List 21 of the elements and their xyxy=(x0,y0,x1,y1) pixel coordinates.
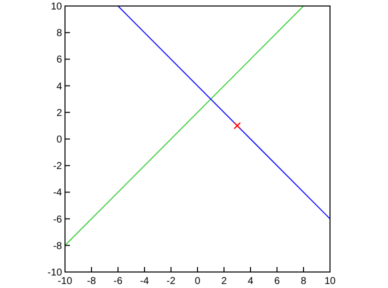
x-tick-label: -8 xyxy=(87,276,96,287)
y-tick-label: -8 xyxy=(53,240,62,252)
y-tick-label: -2 xyxy=(53,161,62,172)
y-tick-label: -4 xyxy=(53,188,62,199)
x-tick-label: 4 xyxy=(248,276,254,287)
y-tick-label: 6 xyxy=(56,54,62,66)
y-tick-label: 8 xyxy=(56,28,62,40)
y-tick-label: -6 xyxy=(53,214,62,226)
x-tick-label: 0 xyxy=(194,276,201,287)
x-tick-label: 2 xyxy=(221,276,228,287)
x-tick-label: 8 xyxy=(300,276,307,287)
y-tick-label: 4 xyxy=(56,81,62,92)
y-tick-label: 10 xyxy=(50,2,62,12)
y-tick-label: -10 xyxy=(48,268,62,278)
y-tick-label: 2 xyxy=(56,108,62,119)
x-tick-label: 6 xyxy=(274,276,280,287)
x-tick-label: -6 xyxy=(114,276,123,287)
x-tick-label: -2 xyxy=(166,276,176,287)
y-tick-label: 0 xyxy=(56,134,62,146)
x-tick-label: 10 xyxy=(324,276,336,287)
x-tick-label: -4 xyxy=(140,276,150,287)
